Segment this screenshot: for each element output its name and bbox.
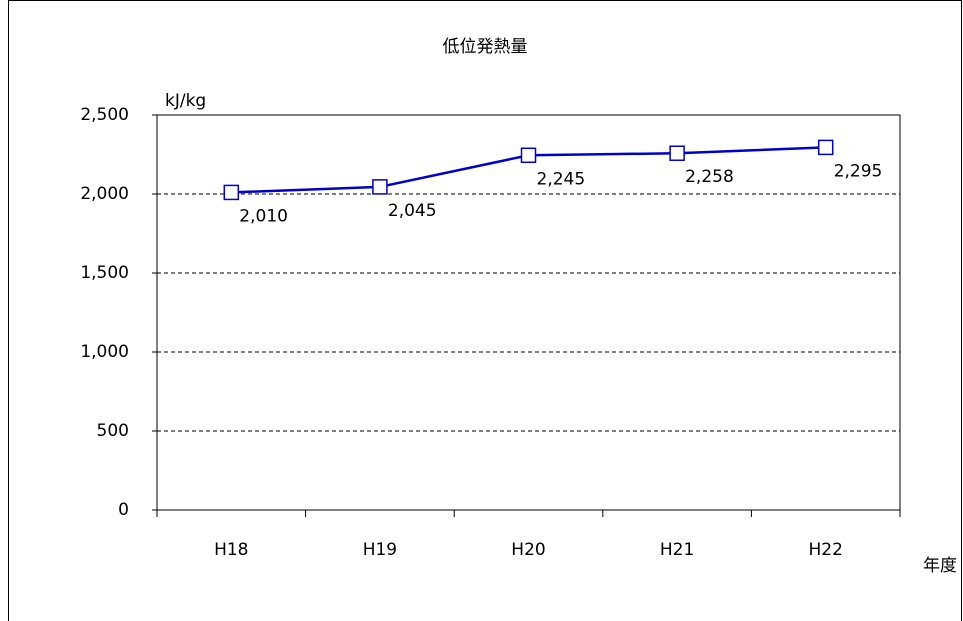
marker xyxy=(372,179,388,195)
data-label: 2,010 xyxy=(239,206,288,226)
x-tick-label: H20 xyxy=(511,540,545,560)
plot-area xyxy=(156,114,901,511)
marker xyxy=(817,139,834,156)
y-tick-label: 0 xyxy=(118,500,129,520)
y-tick-label: 2,500 xyxy=(80,105,129,125)
y-tick-label: 1,000 xyxy=(80,342,129,362)
x-tick-label: H22 xyxy=(808,540,842,560)
marker xyxy=(520,147,537,164)
x-tick-label: H21 xyxy=(660,540,694,560)
chart-border xyxy=(8,0,962,621)
y-tick-label: 1,500 xyxy=(80,263,129,283)
y-tick-label: 500 xyxy=(97,421,129,441)
x-tick-label: H19 xyxy=(363,540,397,560)
data-label: 2,045 xyxy=(388,201,437,221)
x-axis-label: 年度 xyxy=(923,556,957,576)
marker xyxy=(669,145,685,161)
chart-title: 低位発熱量 xyxy=(443,37,528,57)
y-tick-label: 2,000 xyxy=(80,184,129,204)
marker xyxy=(223,184,240,201)
y-axis-unit: kJ/kg xyxy=(165,91,206,111)
x-tick-label: H18 xyxy=(214,540,248,560)
data-label: 2,245 xyxy=(537,169,586,189)
data-label: 2,295 xyxy=(834,161,883,181)
data-label: 2,258 xyxy=(685,167,734,187)
